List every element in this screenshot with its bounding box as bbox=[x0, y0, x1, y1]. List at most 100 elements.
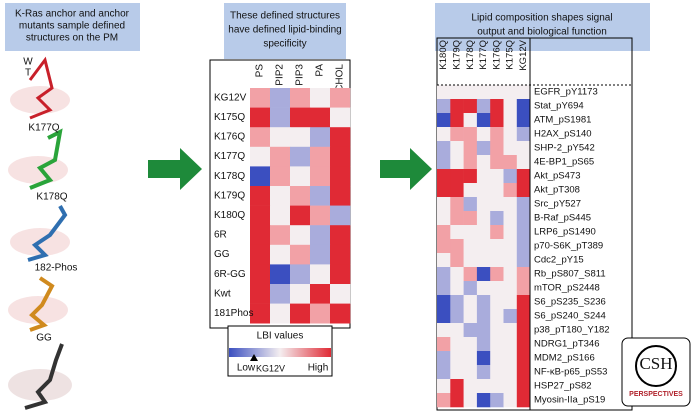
heatmap-cell bbox=[250, 127, 271, 148]
heatmap-cell bbox=[290, 225, 311, 246]
heatmap-cell bbox=[450, 155, 464, 170]
heatmap-cell bbox=[310, 88, 331, 108]
column-label: K177Q bbox=[478, 40, 489, 70]
heatmap-cell bbox=[450, 337, 464, 352]
heatmap-cell bbox=[463, 169, 478, 184]
heatmap-cell bbox=[503, 393, 518, 408]
heatmap-cell bbox=[290, 284, 311, 304]
row-label: Src_pY527 bbox=[534, 199, 581, 210]
heatmap-cell bbox=[490, 211, 504, 226]
heatmap-cell bbox=[463, 99, 478, 114]
heatmap-cell bbox=[516, 169, 531, 184]
heatmap-cell bbox=[476, 225, 491, 240]
heatmap-cell bbox=[330, 186, 351, 206]
heatmap-cell bbox=[463, 183, 478, 198]
row-label: Stat_pY694 bbox=[534, 101, 584, 112]
row-label: 6R-GG bbox=[214, 269, 246, 280]
row-label: Kwt bbox=[214, 288, 231, 299]
heatmap-cell bbox=[476, 211, 491, 226]
heatmap-cell bbox=[437, 141, 451, 156]
heatmap-cell bbox=[437, 309, 451, 324]
heatmap-cell bbox=[450, 393, 464, 408]
heatmap-cell bbox=[437, 99, 451, 114]
heatmap-cell bbox=[450, 309, 464, 324]
heatmap-cell bbox=[330, 205, 351, 226]
heatmap-cell bbox=[437, 197, 451, 212]
heatmap-cell bbox=[490, 323, 504, 338]
heatmap-cell bbox=[503, 379, 518, 394]
heatmap-cell bbox=[290, 205, 311, 226]
heatmap-cell bbox=[450, 323, 464, 338]
heatmap-cell bbox=[463, 239, 478, 254]
logo-name: PERSPECTIVES bbox=[629, 391, 683, 398]
heatmap-cell bbox=[290, 244, 311, 265]
heatmap-cell bbox=[463, 155, 478, 170]
heatmap-cell bbox=[290, 146, 311, 167]
heatmap-cell bbox=[437, 183, 451, 198]
row-label: LRP6_pS1490 bbox=[534, 227, 596, 238]
heatmap-cell bbox=[476, 85, 491, 100]
row-label: EGFR_pY1173 bbox=[534, 87, 598, 98]
heatmap-cell bbox=[270, 107, 291, 128]
panel-title: structures on the PM bbox=[26, 33, 118, 44]
structure-k178q bbox=[10, 205, 70, 262]
heatmap-cell bbox=[437, 281, 451, 296]
heatmap-cell bbox=[270, 166, 291, 187]
row-label: Akt_pS473 bbox=[534, 171, 580, 182]
heatmap-cell bbox=[490, 141, 504, 156]
heatmap-cell bbox=[450, 169, 464, 184]
heatmap-cell bbox=[437, 155, 451, 170]
heatmap-cell bbox=[290, 107, 311, 128]
heatmap-cell bbox=[503, 85, 518, 100]
structure-label: GG bbox=[36, 333, 52, 344]
heatmap-cell bbox=[310, 166, 331, 187]
heatmap-cell bbox=[463, 393, 478, 408]
heatmap-cell bbox=[516, 141, 531, 156]
row-label: Rb_pS807_S811 bbox=[534, 269, 606, 280]
heatmap-cell bbox=[516, 295, 531, 310]
heatmap-cell bbox=[516, 253, 531, 268]
heatmap-cell bbox=[503, 365, 518, 380]
row-label: SHP-2_pY542 bbox=[534, 143, 595, 154]
heatmap-cell bbox=[476, 239, 491, 254]
heatmap-cell bbox=[463, 253, 478, 268]
heatmap-cell bbox=[450, 113, 464, 128]
heatmap-cell bbox=[250, 205, 271, 226]
heatmap-cell bbox=[437, 113, 451, 128]
heatmap-cell bbox=[330, 166, 351, 187]
heatmap-cell bbox=[310, 225, 331, 246]
row-label: MDM2_pS166 bbox=[534, 353, 595, 364]
structure-label: T bbox=[25, 68, 31, 79]
heatmap-cell bbox=[490, 239, 504, 254]
heatmap-cell bbox=[290, 303, 311, 324]
heatmap-cell bbox=[330, 146, 351, 167]
heatmap-cell bbox=[437, 323, 451, 338]
heatmap-cell bbox=[437, 239, 451, 254]
heatmap-cell bbox=[463, 295, 478, 310]
heatmap-cell bbox=[270, 88, 291, 108]
heatmap-cell bbox=[476, 337, 491, 352]
heatmap-cell bbox=[330, 284, 351, 304]
heatmap-cell bbox=[476, 113, 491, 128]
heatmap-cell bbox=[450, 267, 464, 282]
heatmap-cell bbox=[503, 183, 518, 198]
row-label: S6_pS235_S236 bbox=[534, 297, 606, 308]
heatmap-cell bbox=[476, 253, 491, 268]
heatmap-cell bbox=[476, 295, 491, 310]
heatmap-cell bbox=[503, 323, 518, 338]
structure-k177q bbox=[8, 128, 68, 190]
heatmap-cell bbox=[503, 253, 518, 268]
heatmap-cell bbox=[490, 225, 504, 240]
heatmap-cell bbox=[516, 337, 531, 352]
column-label: PIP3 bbox=[295, 64, 306, 86]
heatmap-cell bbox=[450, 85, 464, 100]
heatmap-cell bbox=[516, 211, 531, 226]
panel-title: mutants sample defined bbox=[19, 21, 125, 32]
heatmap-cell bbox=[437, 351, 451, 366]
heatmap-cell bbox=[476, 99, 491, 114]
heatmap-cell bbox=[250, 166, 271, 187]
heatmap-cell bbox=[437, 169, 451, 184]
row-label: 4E-BP1_pS65 bbox=[534, 157, 594, 168]
row-label: Cdc2_pY15 bbox=[534, 255, 584, 266]
